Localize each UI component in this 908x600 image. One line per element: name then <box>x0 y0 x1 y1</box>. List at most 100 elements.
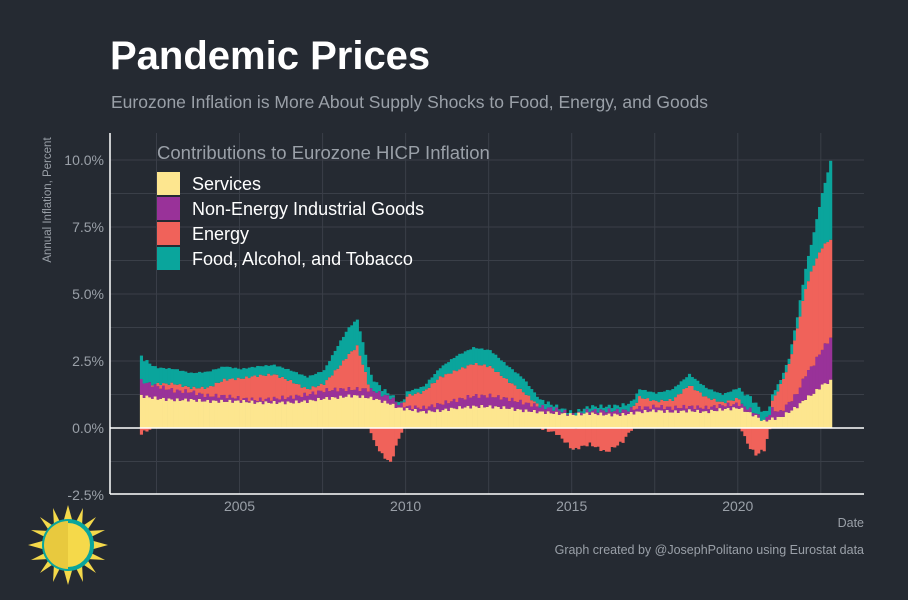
bar-segment-goods <box>787 401 791 413</box>
bar-segment-energy <box>413 393 418 406</box>
bar-segment-food <box>305 377 310 389</box>
bar-segment-services <box>707 413 711 428</box>
bar-segment-goods <box>311 391 315 401</box>
bar-segment-food <box>231 368 235 379</box>
bar-segment-goods <box>250 397 254 401</box>
bar-segment-services <box>463 407 467 428</box>
bar-segment-food <box>317 372 321 386</box>
bar-segment-food <box>383 389 387 395</box>
bar-segment-services <box>189 398 193 428</box>
bar-segment-goods <box>671 409 675 413</box>
bar-segment-goods <box>347 387 351 395</box>
bar-segment-food <box>242 368 246 379</box>
bar-segment-energy <box>704 396 708 406</box>
bar-segment-food <box>347 327 351 354</box>
bar-segment-goods <box>790 401 794 411</box>
bar-segment-services <box>829 379 833 428</box>
chart-subtitle: Eurozone Inflation is More About Supply … <box>111 92 708 112</box>
bar-segment-goods <box>422 405 426 411</box>
bar-segment-goods <box>433 407 437 413</box>
bar-segment-goods <box>555 407 559 412</box>
bar-segment-goods <box>289 395 293 403</box>
bar-segment-services <box>308 399 312 428</box>
bar-segment-goods <box>389 399 393 405</box>
bar-segment-energy <box>602 428 606 451</box>
bar-segment-services <box>715 411 719 428</box>
bar-segment-goods <box>411 409 415 412</box>
bar-segment-food <box>148 363 152 383</box>
bar-segment-services <box>640 413 645 428</box>
bar-segment-energy <box>433 382 437 408</box>
bar-segment-energy <box>499 375 503 400</box>
bar-segment-food <box>170 369 174 383</box>
bar-segment-services <box>687 409 692 428</box>
bar-segment-food <box>181 370 185 387</box>
bar-segment-energy <box>297 384 301 396</box>
bar-segment-food <box>740 391 744 404</box>
axes: -2.5% 0.0% 2.5% 5.0% 7.5% 10.0% 2005 2010 2015 20… <box>64 133 864 514</box>
bar-segment-food <box>480 348 484 366</box>
bar-segment-goods <box>740 403 744 408</box>
bar-segment-energy <box>278 377 282 400</box>
bar-segment-energy <box>516 388 520 403</box>
bar-segment-energy <box>685 387 689 409</box>
bar-segment-goods <box>242 398 246 400</box>
bar-segment-goods <box>198 392 202 399</box>
bar-segment-energy <box>682 389 686 405</box>
bar-segment-food <box>613 404 617 411</box>
bar-segment-food <box>455 355 459 372</box>
bar-segment-services <box>485 406 490 428</box>
bar-segment-services <box>480 404 484 428</box>
bar-segment-food <box>311 375 315 387</box>
bar-segment-food <box>436 370 440 380</box>
bar-segment-food <box>164 368 168 384</box>
bar-segment-goods <box>162 385 166 398</box>
bar-segment-food <box>563 408 567 410</box>
bar-segment-services <box>588 414 592 428</box>
bar-segment-food <box>355 319 359 346</box>
bar-segment-goods <box>494 397 498 407</box>
bar-segment-food <box>369 374 373 389</box>
bar-segment-services <box>676 412 681 428</box>
bar-segment-food <box>206 371 210 388</box>
bar-segment-food <box>602 407 606 411</box>
bar-segment-goods <box>256 401 260 403</box>
bar-segment-energy <box>510 383 514 398</box>
bar-segment-goods <box>516 402 520 410</box>
bar-segment-services <box>372 400 376 428</box>
bar-segment-goods <box>826 343 830 384</box>
bar-segment-food <box>787 358 791 364</box>
bar-segment-goods <box>546 407 550 412</box>
bar-segment-food <box>245 368 249 377</box>
bar-segment-food <box>333 350 337 371</box>
bar-segment-food <box>723 393 728 404</box>
bar-segment-goods <box>361 388 365 396</box>
bar-segment-services <box>549 413 553 428</box>
x-tick-label: 2015 <box>556 498 587 514</box>
bar-segment-services <box>740 407 744 428</box>
bar-segment-food <box>386 393 390 396</box>
bar-segment-goods <box>654 407 658 413</box>
bar-segment-food <box>699 383 703 393</box>
bar-segment-food <box>632 399 636 406</box>
bar-segment-services <box>203 401 207 428</box>
bar-segment-services <box>145 395 149 428</box>
bar-segment-food <box>234 367 238 381</box>
bar-segment-goods <box>649 408 653 412</box>
bar-segment-services <box>593 413 597 428</box>
bar-segment-food <box>339 340 343 366</box>
bar-segment-services <box>353 395 357 428</box>
bar-segment-energy <box>311 386 315 392</box>
bar-segment-services <box>297 403 301 428</box>
bar-segment-food <box>358 331 362 356</box>
bar-segment-food <box>729 391 733 401</box>
bar-segment-goods <box>707 409 711 414</box>
bar-segment-food <box>411 390 415 396</box>
bar-segment-food <box>483 349 487 365</box>
bar-segment-services <box>779 416 783 428</box>
bar-segment-services <box>416 412 420 428</box>
bar-segment-services <box>142 397 146 428</box>
bar-segment-energy <box>505 378 509 398</box>
bar-segment-food <box>596 408 600 413</box>
bar-segment-energy <box>629 428 633 431</box>
